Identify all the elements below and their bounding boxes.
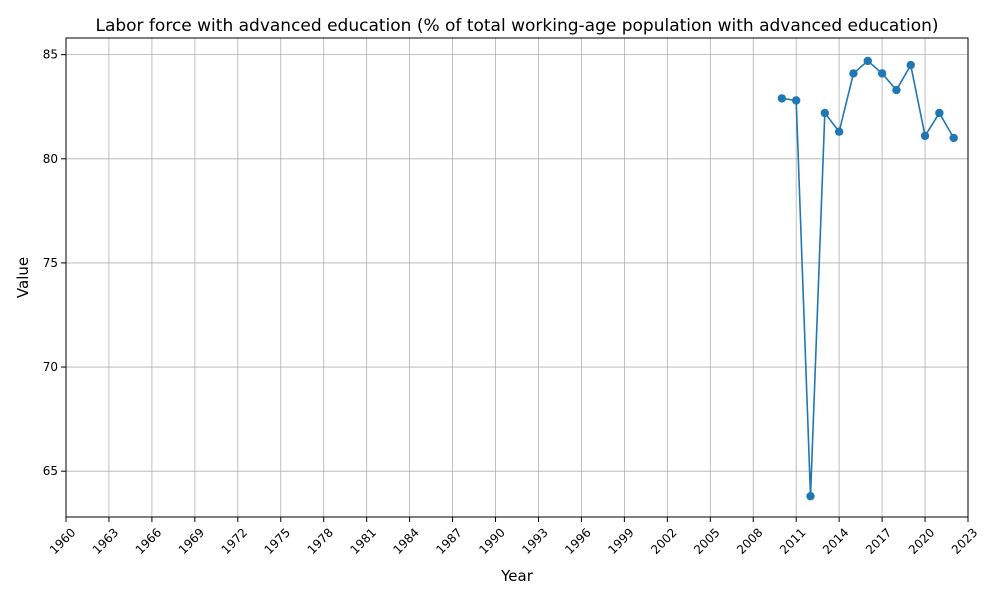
x-tick-label: 1987 xyxy=(433,525,464,556)
x-axis-label: Year xyxy=(500,567,534,585)
y-tick-label: 65 xyxy=(43,464,58,478)
data-point xyxy=(892,85,901,95)
data-point xyxy=(849,69,858,78)
chart-title: Labor force with advanced education (% o… xyxy=(95,16,938,36)
x-tick-label: 2008 xyxy=(734,525,765,556)
x-tick-label: 1996 xyxy=(562,525,593,556)
data-point xyxy=(777,94,787,103)
data-point xyxy=(935,108,944,118)
grid xyxy=(65,38,969,517)
plot-frame xyxy=(65,37,969,518)
x-tick-label: 1999 xyxy=(605,525,636,556)
data-point xyxy=(949,133,958,143)
y-tick-label: 80 xyxy=(43,152,58,166)
x-tick-label: 2023 xyxy=(949,525,980,556)
x-tick-label: 1960 xyxy=(47,525,78,556)
x-tick-label: 1963 xyxy=(90,525,121,556)
y-tick-label: 75 xyxy=(43,256,58,270)
x-tick-label: 2017 xyxy=(863,525,894,556)
x-tick-label: 2005 xyxy=(691,525,722,556)
data-point xyxy=(863,56,872,66)
data-point xyxy=(834,127,844,136)
data-point xyxy=(920,131,930,141)
x-tick-label: 1972 xyxy=(219,525,250,556)
y-axis-label: Value xyxy=(14,257,32,298)
x-tick-label: 1993 xyxy=(519,525,550,556)
x-tick-label: 1981 xyxy=(348,525,379,556)
data-point xyxy=(820,108,830,118)
y-tick-label: 85 xyxy=(43,48,58,62)
data-point xyxy=(906,60,915,70)
x-tick-label: 2002 xyxy=(648,525,679,556)
data-point xyxy=(806,491,815,501)
x-tick-label: 1975 xyxy=(262,525,293,556)
axis-ticks: 1960 1963 1966 1969 1972 1975 1978 1981 1984 1987… xyxy=(43,48,981,557)
x-tick-label: 1984 xyxy=(390,525,421,556)
series-layer xyxy=(777,56,958,501)
data-point xyxy=(791,96,801,105)
x-tick-label: 1978 xyxy=(305,525,336,556)
x-tick-label: 2020 xyxy=(906,525,937,556)
x-tick-label: 1969 xyxy=(176,525,207,556)
series-line xyxy=(781,59,955,497)
data-point xyxy=(877,69,887,78)
y-tick-label: 70 xyxy=(43,360,58,374)
x-tick-label: 2011 xyxy=(777,525,808,556)
x-tick-label: 2014 xyxy=(820,525,851,556)
x-tick-label: 1990 xyxy=(476,525,507,556)
x-tick-label: 1966 xyxy=(133,525,164,556)
